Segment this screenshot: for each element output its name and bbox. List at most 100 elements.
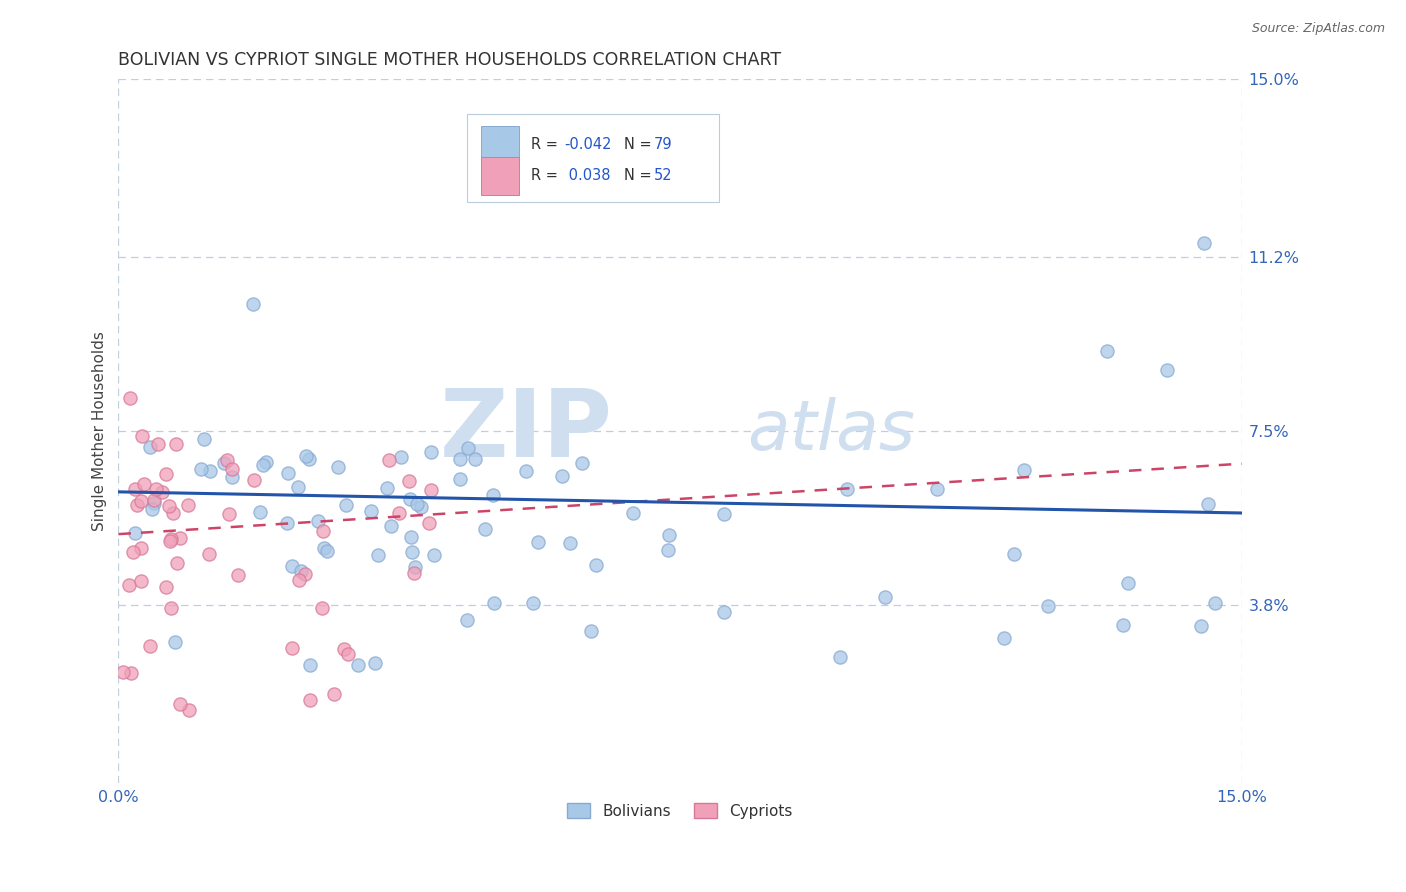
- Point: [1197, 497, 1219, 511]
- Point: [311, 600, 333, 615]
- Point: [347, 658, 370, 673]
- Point: [159, 533, 181, 548]
- Point: [1038, 599, 1060, 613]
- Point: [378, 453, 401, 467]
- Text: N =: N =: [624, 136, 657, 152]
- Point: [364, 657, 387, 671]
- Point: [551, 469, 574, 483]
- Point: [193, 433, 215, 447]
- Point: [409, 500, 432, 514]
- Point: [214, 456, 236, 470]
- Point: [298, 452, 321, 467]
- Point: [388, 506, 411, 520]
- Point: [326, 459, 349, 474]
- Point: [389, 450, 412, 465]
- Point: [835, 482, 858, 496]
- Point: [143, 492, 166, 507]
- Point: [449, 451, 471, 466]
- Text: 79: 79: [654, 136, 673, 152]
- Point: [280, 641, 302, 656]
- Text: R =: R =: [530, 136, 562, 152]
- FancyBboxPatch shape: [481, 157, 519, 194]
- Point: [166, 557, 188, 571]
- Point: [404, 566, 426, 581]
- Point: [169, 697, 191, 711]
- Point: [1189, 619, 1212, 633]
- Point: [242, 473, 264, 487]
- Point: [527, 535, 550, 549]
- Point: [828, 649, 851, 664]
- Point: [129, 541, 152, 555]
- Point: [142, 496, 165, 510]
- Point: [228, 568, 250, 582]
- Point: [177, 703, 200, 717]
- Text: R =: R =: [530, 168, 562, 183]
- Point: [287, 480, 309, 494]
- Point: [120, 665, 142, 680]
- Point: [307, 515, 329, 529]
- Point: [124, 525, 146, 540]
- Point: [252, 458, 274, 472]
- FancyBboxPatch shape: [467, 114, 720, 202]
- Point: [398, 474, 420, 488]
- Point: [423, 548, 446, 562]
- Point: [1002, 547, 1025, 561]
- Point: [288, 573, 311, 587]
- Point: [298, 658, 321, 673]
- Point: [221, 469, 243, 483]
- Point: [162, 506, 184, 520]
- Point: [290, 564, 312, 578]
- Point: [713, 605, 735, 619]
- Point: [1204, 596, 1226, 610]
- Point: [337, 647, 360, 661]
- Point: [146, 436, 169, 450]
- Text: -0.042: -0.042: [564, 136, 612, 152]
- Point: [367, 549, 389, 563]
- Point: [200, 464, 222, 478]
- Point: [218, 507, 240, 521]
- Point: [242, 297, 264, 311]
- Y-axis label: Single Mother Households: Single Mother Households: [93, 331, 107, 531]
- Point: [323, 687, 346, 701]
- Point: [993, 631, 1015, 645]
- Point: [165, 437, 187, 451]
- Point: [139, 440, 162, 454]
- Point: [332, 642, 354, 657]
- Point: [121, 545, 143, 559]
- Point: [169, 531, 191, 545]
- Point: [312, 524, 335, 538]
- Point: [221, 462, 243, 476]
- Point: [150, 485, 173, 500]
- Point: [1156, 363, 1178, 377]
- FancyBboxPatch shape: [481, 127, 519, 164]
- Point: [658, 527, 681, 541]
- Point: [464, 452, 486, 467]
- Point: [579, 624, 602, 639]
- Legend: Bolivians, Cypriots: Bolivians, Cypriots: [561, 797, 799, 825]
- Text: Source: ZipAtlas.com: Source: ZipAtlas.com: [1251, 22, 1385, 36]
- Point: [1012, 463, 1035, 477]
- Point: [124, 482, 146, 496]
- Point: [1192, 235, 1215, 250]
- Point: [159, 532, 181, 546]
- Point: [177, 498, 200, 512]
- Point: [875, 591, 897, 605]
- Point: [1116, 575, 1139, 590]
- Point: [198, 547, 221, 561]
- Point: [335, 498, 357, 512]
- Point: [405, 497, 427, 511]
- Text: N =: N =: [624, 168, 657, 183]
- Point: [249, 506, 271, 520]
- Point: [190, 462, 212, 476]
- Point: [404, 560, 426, 574]
- Point: [474, 522, 496, 536]
- Point: [377, 481, 399, 495]
- Point: [380, 519, 402, 533]
- Point: [419, 445, 441, 459]
- Point: [482, 596, 505, 610]
- Point: [277, 466, 299, 480]
- Point: [118, 578, 141, 592]
- Point: [139, 639, 162, 653]
- Point: [254, 455, 277, 469]
- Text: ZIP: ZIP: [440, 384, 613, 477]
